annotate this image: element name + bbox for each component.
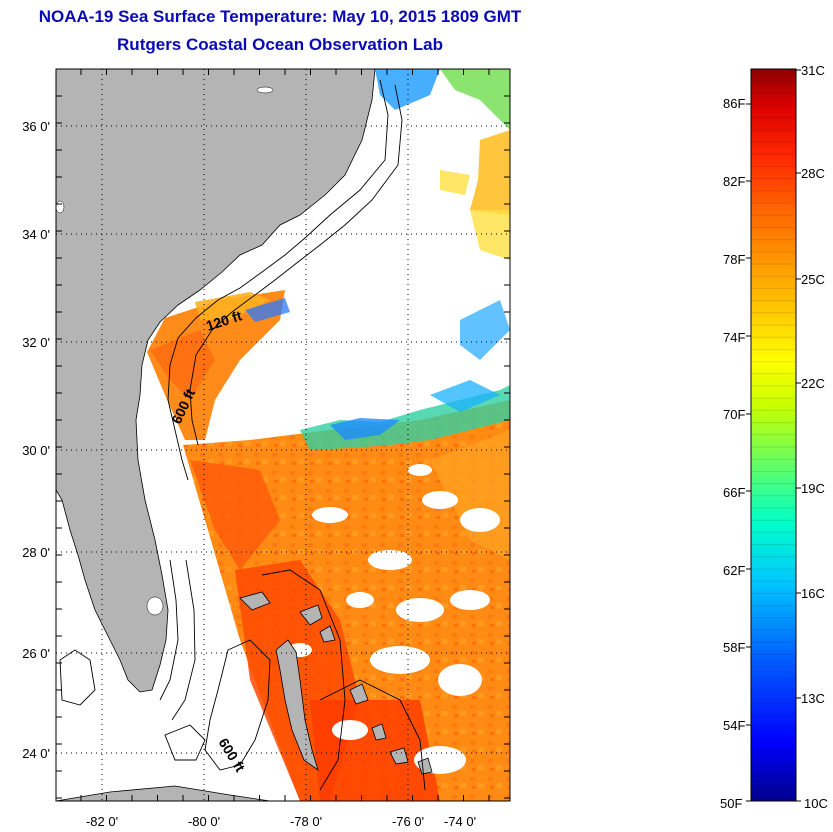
map-subtitle: Rutgers Coastal Ocean Observation Lab: [117, 35, 443, 54]
land: [56, 69, 433, 801]
map-plot-area: [56, 69, 510, 801]
colorbar-label-c: 28C: [801, 166, 825, 181]
cloud-mask: [288, 464, 500, 774]
lat-label: 36 0': [22, 119, 50, 134]
lat-label: 30 0': [22, 443, 50, 458]
colorbar-label-f: 86F: [723, 96, 746, 111]
lat-label: 26 0': [22, 646, 50, 661]
lat-label: 24 0': [22, 746, 50, 761]
lon-label: -78 0': [290, 814, 322, 829]
colorbar-label-f: 70F: [723, 407, 746, 422]
colorbar-label-c: 16C: [801, 586, 825, 601]
colorbar-label-f: 74F: [723, 330, 746, 345]
map-title: NOAA-19 Sea Surface Temperature: May 10,…: [38, 7, 522, 26]
colorbar-label-c: 13C: [801, 691, 825, 706]
lon-label: -74 0': [444, 814, 476, 829]
colorbar-scale: [750, 68, 797, 802]
lon-label: -76 0': [392, 814, 424, 829]
colorbar-label-f: 82F: [723, 174, 746, 189]
longitude-labels: -82 0' -80 0' -78 0' -76 0' -74 0': [86, 814, 476, 829]
colorbar-label-c: 22C: [801, 376, 825, 391]
colorbar-label-f: 54F: [723, 718, 746, 733]
colorbar-label-f: 66F: [723, 485, 746, 500]
lon-label: -80 0': [188, 814, 220, 829]
colorbar-label-f: 58F: [723, 640, 746, 655]
colorbar-label-c: 19C: [801, 481, 825, 496]
latitude-labels: 36 0' 34 0' 32 0' 30 0' 28 0' 26 0' 24 0…: [22, 119, 50, 761]
colorbar-label-c: 10C: [804, 796, 828, 811]
colorbar-label-f: 50F: [720, 796, 743, 811]
lat-label: 32 0': [22, 335, 50, 350]
colorbar-label-c: 31C: [801, 63, 825, 78]
map-gridlines: [56, 69, 510, 801]
colorbar-label-f: 62F: [723, 563, 746, 578]
colorbar-label-c: 25C: [801, 272, 825, 287]
colorbar: [746, 68, 801, 802]
map-ticks: [56, 69, 510, 801]
map-frame: [55, 68, 511, 802]
bathymetry-contours: [59, 79, 426, 791]
lakes: [56, 86, 274, 616]
colorbar-label-f: 78F: [723, 252, 746, 267]
lat-label: 34 0': [22, 227, 50, 242]
lat-label: 28 0': [22, 545, 50, 560]
lon-label: -82 0': [86, 814, 118, 829]
